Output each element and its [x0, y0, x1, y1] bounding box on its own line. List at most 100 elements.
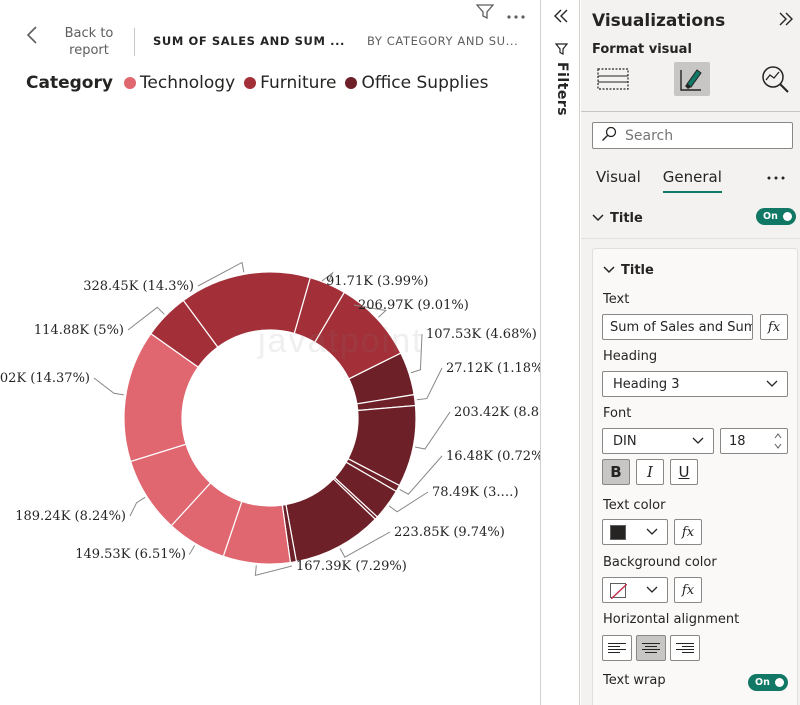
format-subtabs: Visual General: [596, 168, 723, 193]
italic-button[interactable]: I: [636, 459, 664, 485]
heading-value: Heading 3: [613, 376, 680, 392]
background-color-label: Background color: [603, 555, 717, 570]
chart-legend: Category Technology Furniture Office Sup…: [26, 73, 497, 93]
title-toggle[interactable]: On: [756, 208, 796, 225]
chevron-down-icon: [592, 212, 604, 225]
underline-button[interactable]: U: [670, 459, 698, 485]
font-label: Font: [603, 406, 632, 421]
chevron-down-icon: [765, 376, 779, 393]
chevron-down-icon: [645, 524, 659, 541]
text-label: Text: [603, 292, 630, 307]
legend-label-technology: Technology: [139, 73, 236, 93]
leader-line-5: [399, 455, 443, 495]
analytics-icon: [762, 66, 789, 93]
expand-right-icon[interactable]: [778, 11, 794, 30]
format-visual-label: Format visual: [592, 42, 692, 57]
legend-label-office-supplies: Office Supplies: [361, 73, 489, 93]
background-color-picker[interactable]: [602, 577, 668, 603]
title-section-header[interactable]: Title: [592, 208, 796, 228]
title-card-header[interactable]: Title: [603, 263, 654, 278]
pane-title: Visualizations: [592, 11, 726, 31]
donut-chart[interactable]: 91.71K (3.99%) 206.97K (9.01%) 107.53K (4.…: [0, 240, 540, 600]
collapse-left-icon[interactable]: [553, 8, 569, 27]
leader-line-13: [93, 377, 124, 396]
visualizations-pane: Visualizations Format visual: [581, 0, 800, 705]
legend-dot-furniture: [244, 77, 257, 89]
align-center-button[interactable]: [636, 635, 666, 661]
background-color-fx-button[interactable]: fx: [674, 577, 702, 603]
leader-line-11: [188, 545, 196, 555]
filter-funnel-icon: [554, 43, 569, 60]
build-visual-icon: [597, 68, 629, 90]
title-settings-card: Title Text Sum of Sales and Sum of Profi…: [592, 248, 798, 705]
leader-line-14: [127, 306, 165, 331]
visual-tabs: SUM OF SALES AND SUM ... BY CATEGORY AND…: [153, 34, 518, 48]
section-divider: [581, 238, 800, 239]
legend-dot-technology: [123, 77, 136, 89]
legend-title: Category: [26, 73, 113, 93]
font-family-dropdown[interactable]: DIN: [602, 428, 714, 454]
leader-line-1: [353, 304, 387, 318]
tab-visual[interactable]: Visual: [596, 168, 641, 186]
back-to-report-label: Back to report: [64, 26, 114, 58]
legend-item-office-supplies[interactable]: Office Supplies: [345, 73, 488, 93]
tab-sum-of-sales[interactable]: SUM OF SALES AND SUM ...: [153, 34, 346, 48]
heading-dropdown[interactable]: Heading 3: [602, 371, 788, 397]
chevron-left-icon: [26, 25, 38, 49]
chevron-down-icon: [691, 433, 705, 450]
more-options-icon[interactable]: [506, 5, 526, 24]
title-card-label: Title: [621, 263, 654, 278]
title-section-label: Title: [610, 210, 643, 226]
filter-icon[interactable]: [475, 4, 495, 24]
spinner-icon[interactable]: [773, 430, 783, 455]
text-color-fx-button[interactable]: fx: [674, 519, 702, 545]
search-box[interactable]: [592, 122, 793, 149]
font-size-stepper[interactable]: 18: [720, 428, 788, 454]
data-label-11: 149.53K (6.51%): [75, 547, 186, 562]
data-label-5: 16.48K (0.72%): [446, 449, 540, 464]
align-left-button[interactable]: [602, 635, 632, 661]
legend-item-technology[interactable]: Technology: [123, 73, 236, 93]
data-label-15: 328.45K (14.3%): [83, 279, 194, 294]
leader-line-4: [415, 411, 451, 450]
text-wrap-label: Text wrap: [603, 673, 666, 688]
tab-by-category[interactable]: BY CATEGORY AND SU...: [367, 34, 519, 48]
tab-general[interactable]: General: [662, 168, 723, 193]
align-right-button[interactable]: [670, 635, 700, 661]
header-divider: [134, 28, 135, 56]
no-color-swatch: [610, 583, 628, 600]
more-options-icon[interactable]: [766, 166, 786, 185]
data-label-12: 189.24K (8.24%): [15, 509, 126, 524]
search-input[interactable]: [625, 127, 785, 144]
text-color-picker[interactable]: [602, 519, 668, 545]
format-visual-button[interactable]: [674, 62, 710, 96]
report-canvas: Back to report SUM OF SALES AND SUM ... …: [0, 4, 540, 600]
pane-mode-switcher: [595, 62, 795, 100]
search-icon: [601, 126, 617, 146]
analytics-button[interactable]: [757, 62, 793, 96]
title-text-input[interactable]: Sum of Sales and Sum of Profit by Catego…: [602, 314, 753, 340]
heading-label: Heading: [603, 349, 658, 364]
data-label-10: 167.39K (7.29%): [296, 559, 407, 574]
font-size-value: 18: [729, 433, 746, 449]
leader-line-12: [129, 496, 146, 517]
data-label-6: 78.49K (3.…): [432, 485, 519, 500]
build-visual-button[interactable]: [595, 62, 631, 96]
legend-item-furniture[interactable]: Furniture: [244, 73, 336, 93]
back-to-report-button[interactable]: Back to report: [26, 25, 124, 59]
bold-button[interactable]: B: [602, 459, 630, 485]
watermark: javatpoint: [258, 322, 424, 360]
horizontal-alignment-label: Horizontal alignment: [603, 612, 740, 627]
filters-pane-collapsed[interactable]: Filters: [540, 0, 580, 705]
filters-label[interactable]: Filters: [554, 62, 570, 117]
format-visual-icon: [680, 69, 702, 91]
text-color-label: Text color: [603, 498, 666, 513]
data-label-14: 114.88K (5%): [34, 323, 124, 338]
data-label-2: 107.53K (4.68%): [426, 327, 537, 342]
chevron-down-icon: [603, 264, 615, 277]
text-fx-button[interactable]: fx: [760, 314, 788, 340]
leader-line-8: [339, 531, 391, 558]
text-wrap-toggle[interactable]: On: [748, 674, 788, 691]
donut-slice-15[interactable]: [182, 271, 311, 348]
data-label-3: 27.12K (1.18%): [446, 361, 540, 376]
